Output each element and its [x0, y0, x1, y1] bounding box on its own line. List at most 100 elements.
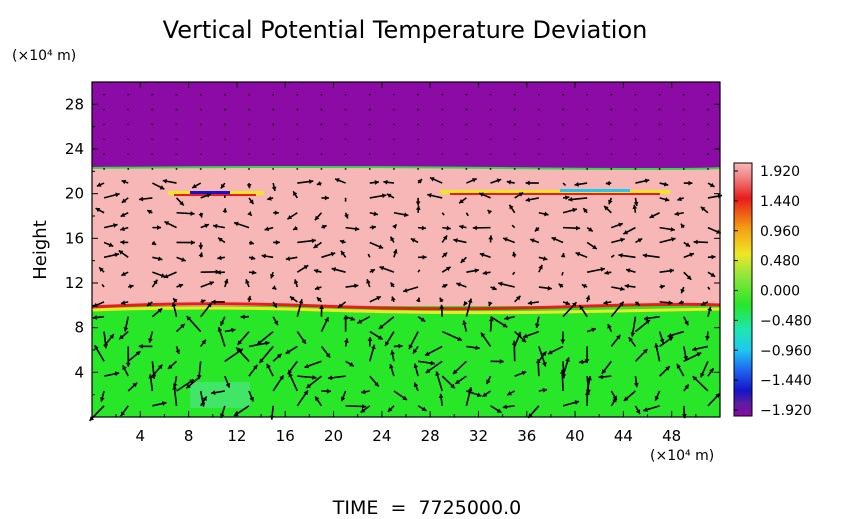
vector-arrowhead: [475, 345, 480, 351]
vector-arrowhead: [561, 374, 567, 379]
vector-arrowhead: [344, 338, 349, 343]
vector-arrowhead: [376, 296, 381, 301]
vector-arrowhead: [619, 301, 624, 307]
vector-arrowhead: [680, 288, 685, 294]
vector-arrowhead: [415, 201, 421, 206]
vector-arrow: [441, 212, 445, 216]
vector-arrowhead: [705, 336, 710, 341]
vector-arrowhead: [115, 192, 120, 198]
vector-arrowhead: [392, 249, 398, 254]
vector-arrowhead: [584, 359, 590, 364]
y-tick-label: 16: [65, 229, 84, 247]
vector-arrowhead: [322, 224, 327, 230]
vector-arrowhead: [643, 407, 648, 412]
vector-arrowhead: [357, 319, 363, 324]
vector-arrowhead: [654, 395, 660, 401]
vector-arrowhead: [413, 382, 419, 388]
vector-arrowhead: [634, 301, 640, 306]
vector-arrowhead: [93, 302, 98, 308]
vector-arrowhead: [213, 223, 218, 229]
vector-arrowhead: [171, 302, 177, 307]
colorbar: 1.920 1.440 0.960 0.480 0.000 −0.480 −0.960 −1.…: [733, 162, 812, 419]
vector-arrowhead: [583, 208, 588, 213]
vector-arrowhead: [121, 198, 127, 203]
vector-arrowhead: [138, 196, 144, 202]
vector-arrowhead: [649, 213, 655, 219]
vector-arrowhead: [579, 359, 584, 365]
vector-arrowhead: [413, 363, 419, 369]
vector-arrowhead: [178, 283, 184, 289]
vector-arrowhead: [421, 406, 427, 411]
vector-arrow: [511, 271, 516, 276]
vector-arrowhead: [198, 252, 204, 257]
vector-arrowhead: [709, 368, 714, 374]
vector-arrowhead: [198, 213, 204, 218]
vector-arrowhead: [349, 362, 354, 367]
vector-arrowhead: [707, 306, 712, 312]
vector-arrowhead: [624, 283, 629, 289]
vector-arrowhead: [521, 370, 527, 376]
vector-arrowhead: [581, 284, 587, 289]
vector-arrowhead: [542, 387, 548, 393]
vector-arrowhead: [664, 197, 670, 202]
vector-arrowhead: [311, 238, 316, 244]
vector-arrowhead: [340, 396, 346, 402]
vector-arrowhead: [275, 240, 280, 245]
vector-arrowhead: [544, 211, 549, 217]
vector-field: [88, 93, 723, 422]
colorbar-label: −0.480: [760, 313, 812, 329]
vector-arrowhead: [246, 295, 252, 301]
vector-arrowhead: [200, 402, 206, 407]
vector-arrowhead: [265, 340, 270, 346]
vector-arrowhead: [327, 375, 333, 381]
vector-arrowhead: [157, 308, 163, 313]
vector-arrowhead: [551, 236, 557, 242]
colorbar-gradient: [733, 162, 753, 417]
vector-arrowhead: [521, 337, 526, 343]
vector-arrowhead: [659, 338, 665, 344]
vector-arrowhead: [560, 253, 566, 258]
vector-arrowhead: [542, 361, 547, 367]
vector-arrowhead: [207, 302, 212, 308]
vector-arrowhead: [696, 352, 702, 357]
vector-arrowhead: [153, 279, 158, 285]
colorbar-label: −0.960: [760, 343, 812, 359]
chart-title: Vertical Potential Temperature Deviation: [163, 16, 648, 44]
vector-arrowhead: [315, 396, 320, 402]
vector-arrowhead: [303, 265, 309, 270]
vector-arrowhead: [588, 227, 593, 232]
vector-arrowhead: [114, 252, 120, 258]
x-unit-label: (×10⁴ m): [650, 448, 714, 464]
vector-arrowhead: [366, 279, 371, 284]
colorbar-label: 0.960: [760, 224, 800, 240]
vector-arrowhead: [427, 193, 432, 198]
vector-arrowhead: [453, 238, 458, 243]
vector-arrowhead: [678, 299, 684, 305]
vector-arrowhead: [99, 267, 104, 272]
vector-arrowhead: [592, 244, 597, 250]
upper-anomaly-right: [440, 189, 670, 195]
vector-arrowhead: [438, 393, 444, 399]
vector-arrowhead: [415, 205, 421, 211]
vector-arrowhead: [445, 266, 451, 272]
vector-arrowhead: [186, 316, 192, 321]
vector-arrowhead: [164, 221, 170, 226]
vector-arrowhead: [482, 270, 488, 276]
vector-arrow: [417, 269, 421, 273]
vector-arrowhead: [676, 364, 682, 369]
vector-arrowhead: [271, 285, 277, 290]
vector-arrowhead: [535, 359, 541, 364]
vector-arrowhead: [488, 301, 493, 307]
vector-arrowhead: [632, 204, 638, 210]
vector-arrowhead: [204, 223, 209, 229]
vector-arrowhead: [123, 327, 129, 332]
vector-arrowhead: [684, 320, 689, 326]
upper-anomaly-left: [168, 191, 264, 196]
vector-arrowhead: [99, 397, 105, 402]
vector-arrowhead: [402, 395, 407, 400]
vector-arrowhead: [591, 327, 596, 333]
vector-arrowhead: [512, 251, 517, 257]
vector-arrowhead: [337, 303, 343, 308]
vector-arrowhead: [575, 225, 581, 231]
vector-arrowhead: [335, 178, 340, 183]
